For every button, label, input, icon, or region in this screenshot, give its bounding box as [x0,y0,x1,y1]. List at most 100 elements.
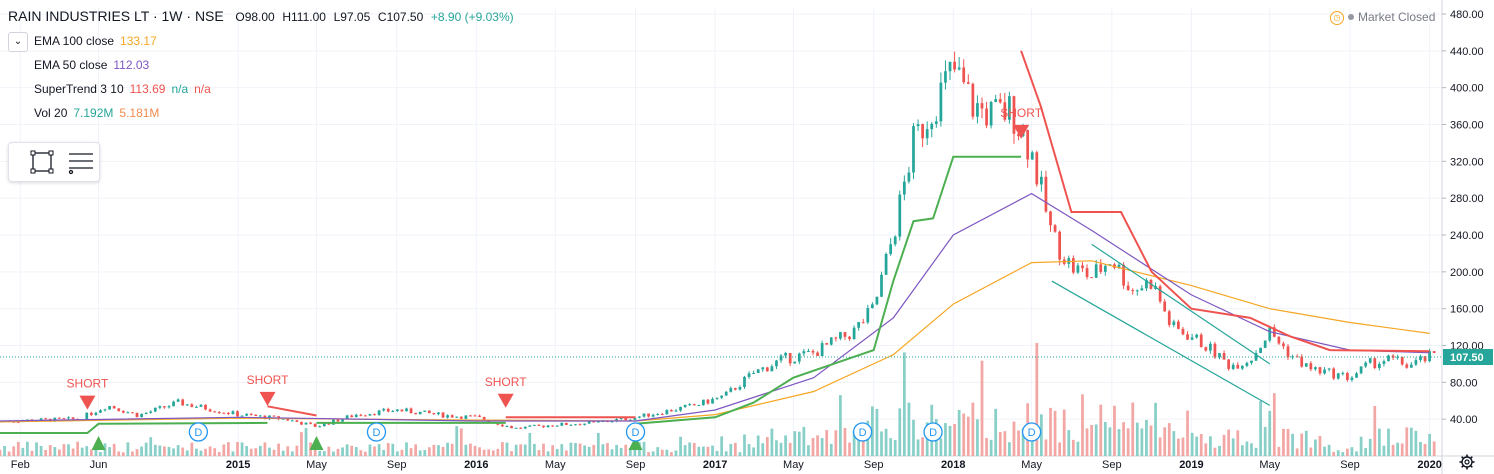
candle-body [290,420,294,422]
candle-body [112,406,116,409]
symbol-title[interactable]: RAIN INDUSTRIES LT · 1W · NSE [8,8,224,24]
volume-bar [1236,430,1240,456]
candle-body [1131,290,1135,292]
volume-bar [560,444,564,456]
candle-body [770,366,774,372]
candle-body [1332,368,1336,379]
volume-bar [1195,436,1199,456]
volume-bar [254,448,258,456]
candle-body [638,416,641,418]
candle-body [825,343,829,345]
volume-bar [67,444,70,456]
candle-body [295,420,299,422]
candle-body [1044,176,1048,212]
volume-bar [807,445,810,456]
volume-bar [1377,428,1381,456]
volume-bar [501,442,504,456]
candle-body [437,412,440,415]
candle-body [236,411,239,417]
volume-bar [153,444,157,456]
volume-bar [1282,428,1285,456]
volume-bar [195,448,198,456]
indicator-volume[interactable]: Vol 20 7.192M 5.181M [34,106,159,120]
candle-body [702,399,705,406]
volume-bar [1122,422,1125,456]
volume-bar [902,352,906,456]
dividend-icon [852,422,873,442]
volume-bar [592,444,596,456]
dividend-icon [1021,422,1042,442]
volume-bar [204,448,207,456]
candle-body [898,194,902,237]
volume-bar [839,395,842,456]
supertrend-down-line [1020,50,1430,353]
rectangle-tool-icon[interactable] [30,150,54,174]
volume-bar [62,444,66,456]
candle-body [546,425,550,428]
volume-bar [455,426,459,456]
time-tick-label: 2019 [1179,459,1203,471]
short-arrow-icon [497,393,514,408]
volume-bar [295,445,299,456]
candle-body [1172,321,1176,325]
candle-body [427,410,431,414]
volume-bar [651,451,655,456]
indicator-ema50[interactable]: EMA 50 close 112.03 [34,58,149,72]
candle-body [359,414,363,416]
volume-bar [1017,430,1020,456]
candle-body [902,181,906,195]
volume-bar [181,447,185,456]
candle-body [1364,362,1368,367]
volume-bar [208,446,212,456]
chevron-down-icon[interactable]: ⌄ [8,32,28,52]
candle-body [1254,352,1258,361]
volume-bar [35,442,38,456]
candle-body [1272,327,1276,337]
dividend-icon [923,422,943,442]
indicator-value-3: n/a [194,82,211,96]
candle-body [1140,288,1144,291]
candle-body [592,421,596,423]
volume-bar [1231,438,1235,456]
candle-body [1049,211,1052,226]
indicator-supertrend[interactable]: SuperTrend 3 10 113.69 n/a n/a [34,82,211,96]
volume-bar [158,445,162,456]
volume-bar [1090,425,1093,456]
menu-lines-icon[interactable] [68,153,93,175]
candle-body [172,401,175,407]
volume-bar [405,442,408,456]
volume-bar [395,451,399,456]
candle-body [313,423,317,427]
volume-bar [779,442,783,456]
candle-body [889,244,893,255]
gear-icon[interactable] [1459,454,1475,470]
candle-body [1432,351,1436,354]
volume-bar [1049,407,1052,456]
volume-bar [222,444,226,456]
indicator-ema100[interactable]: EMA 100 close 133.17 [34,34,157,48]
candle-body [1327,368,1331,370]
candle-body [341,419,344,422]
candle-body [1423,356,1427,362]
volume-bar [304,428,308,456]
candle-body [706,399,710,404]
volume-bar [414,444,418,456]
candle-body [976,103,979,117]
candle-body [1145,279,1148,289]
volume-bar [263,442,267,456]
candle-body [793,361,797,364]
volume-bar [1373,405,1377,456]
volume-bar [21,447,25,456]
volume-bar [231,451,235,456]
volume-bar [418,450,422,456]
volume-bar [1117,429,1121,456]
volume-bar [921,437,924,456]
volume-bar [633,447,637,456]
time-tick-label: Sep [1340,459,1360,471]
candle-body [1195,334,1199,338]
volume-bar [16,441,20,456]
indicator-label: EMA 50 close [34,58,108,72]
gear-tooth [1461,456,1465,460]
volume-bar [327,446,331,456]
